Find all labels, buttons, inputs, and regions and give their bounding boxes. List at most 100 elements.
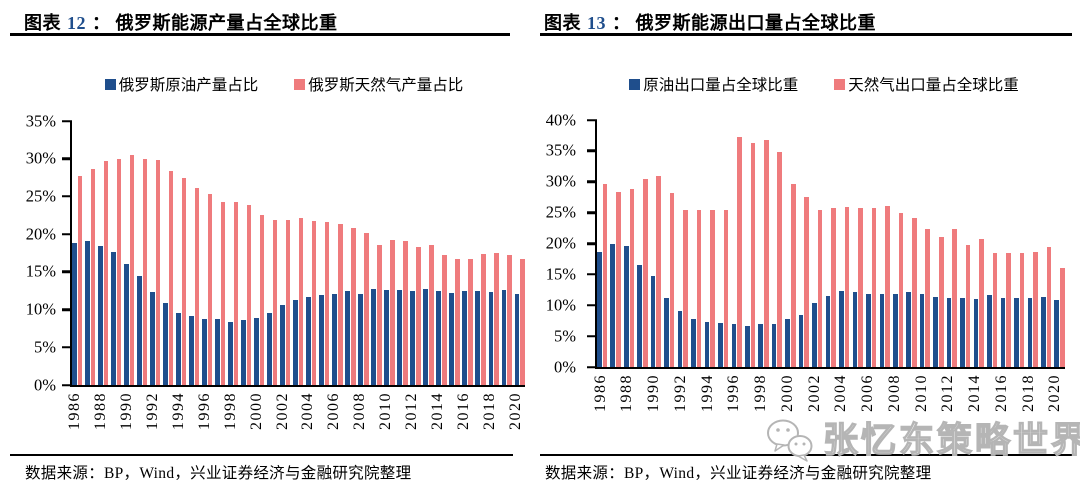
bar-group-2009	[906, 120, 917, 367]
y-tick-label-25: 25%	[25, 186, 56, 206]
gas-export-share-bar-2002	[817, 209, 823, 367]
y-tick-label-0: 0%	[34, 374, 56, 394]
y-tick-label-35: 35%	[25, 110, 56, 130]
gas-production-share-bar-2014	[442, 254, 447, 385]
x-tick-label-1990: 1990	[645, 374, 663, 412]
bar-group-2002	[812, 120, 823, 367]
oil-export-share-bar-2010	[919, 293, 925, 367]
bar-group-2019	[1040, 120, 1052, 367]
y-tick-mark	[587, 334, 597, 338]
oil-export-share-bar-1989	[637, 264, 642, 367]
bar-group-2005	[319, 121, 330, 385]
x-tick-label-2016: 2016	[454, 392, 472, 430]
oil-production-share-bar-2004	[306, 296, 311, 385]
oil-export-share-bar-1994	[704, 321, 710, 367]
plot-area	[62, 119, 525, 387]
oil-legend-swatch	[104, 78, 116, 90]
bar-group-1986	[597, 120, 608, 367]
y-tick-label-5: 5%	[554, 325, 576, 345]
data-source-caption: 数据来源：BP，Wind，兴业证券经济与金融研究院整理	[25, 465, 412, 482]
gas-export-share-bar-1994	[710, 210, 715, 367]
bar-group-2012	[410, 121, 421, 385]
gas-production-share-bar-1996	[207, 194, 213, 385]
figure-13-title: 图表 13 ： 俄罗斯能源出口量占全球比重	[544, 9, 876, 35]
legend-item-oil-production: 俄罗斯原油产量占比	[104, 73, 258, 95]
gas-export-share-bar-2003	[831, 207, 836, 367]
figure-number: 13	[587, 13, 606, 33]
oil-export-share-bar-1991	[664, 297, 669, 367]
y-tick-label-15: 15%	[545, 264, 576, 284]
y-tick-mark	[62, 157, 72, 160]
gas-export-share-bar-2010	[925, 229, 931, 367]
gas-export-share-bar-2000	[790, 184, 796, 367]
y-tick-mark	[587, 118, 597, 122]
legend-item-gas-export: 天然气出口量占全球比重	[834, 73, 1019, 95]
gas-production-share-bar-2007	[350, 228, 356, 385]
y-tick-mark	[62, 119, 72, 123]
oil-export-share-bar-2008	[892, 293, 898, 367]
bar-group-2015	[449, 121, 460, 385]
gas-production-share-bar-2017	[481, 253, 486, 385]
bar-group-1997	[744, 120, 756, 367]
x-tick-label-1994: 1994	[170, 392, 187, 430]
bar-group-1992	[150, 121, 161, 385]
y-tick-mark	[587, 149, 597, 153]
bar-group-2012	[946, 120, 957, 367]
gas-production-share-bar-1991	[142, 159, 148, 385]
bar-group-1989	[637, 120, 648, 367]
oil-export-share-bar-2000	[785, 318, 790, 367]
oil-export-share-bar-1996	[731, 324, 737, 367]
oil-production-share-bar-2008	[358, 293, 363, 385]
x-tick-label-1988: 1988	[92, 392, 110, 430]
data-source-caption: 数据来源：BP，Wind，兴业证券经济与金融研究院整理	[545, 465, 932, 482]
bar-group-2015	[987, 120, 998, 367]
oil-production-share-bar-2005	[319, 295, 324, 385]
y-tick-mark	[62, 195, 72, 198]
figure-12-panel: 图表 12 ： 俄罗斯能源产量占全球比重 俄罗斯原油产量占比 俄罗斯天然气产量占…	[0, 13, 540, 482]
bar-group-2000	[785, 120, 796, 367]
gas-legend-swatch	[294, 78, 306, 90]
gas-production-share-bar-2018	[494, 253, 499, 385]
oil-production-share-bar-2001	[267, 312, 272, 385]
figure-title-separator: ：	[612, 13, 631, 33]
x-tick-label-2012: 2012	[402, 392, 420, 430]
x-tick-label-1986: 1986	[66, 392, 84, 430]
production-share-chart: 0% 5% 10% 15% 20% 25% 30% 35% 1986 1988 1990 1992 1…	[0, 112, 540, 451]
gas-export-share-bar-1992	[683, 209, 688, 367]
gas-export-share-bar-1991	[669, 193, 675, 367]
y-tick-mark	[587, 273, 597, 276]
gas-export-share-bar-1990	[656, 176, 661, 367]
oil-production-share-bar-2018	[488, 292, 494, 385]
x-tick-label-2004: 2004	[299, 392, 317, 430]
bar-group-1998	[228, 121, 239, 385]
bar-group-1991	[664, 120, 675, 367]
figure-label: 图表	[544, 13, 581, 33]
bars	[72, 121, 525, 385]
bar-group-2010	[384, 121, 395, 385]
oil-export-share-bar-2013	[960, 297, 965, 367]
gas-production-share-bar-1988	[103, 160, 109, 385]
y-axis-labels: 0% 5% 10% 15% 20% 25% 30% 35% 40%	[540, 111, 578, 374]
oil-production-share-bar-1992	[150, 292, 155, 385]
gas-export-share-bar-1997	[750, 143, 756, 367]
oil-export-share-bar-2002	[812, 303, 817, 367]
bar-group-2001	[798, 120, 809, 367]
gas-export-share-bar-2009	[912, 217, 917, 367]
gas-export-share-bar-2014	[979, 239, 984, 367]
y-tick-label-40: 40%	[545, 109, 576, 129]
y-tick-label-20: 20%	[545, 233, 576, 253]
wechat-icon	[767, 419, 813, 462]
oil-export-share-bar-2009	[906, 291, 912, 367]
y-tick-label-25: 25%	[545, 202, 576, 222]
bar-group-2005	[852, 120, 863, 367]
oil-production-share-bar-2000	[254, 317, 259, 385]
gas-production-share-bar-2002	[285, 219, 291, 385]
gas-export-share-bar-2001	[804, 196, 809, 367]
oil-export-share-bar-2004	[839, 291, 844, 367]
oil-export-share-bar-1993	[691, 319, 696, 367]
bar-group-2006	[332, 121, 343, 385]
bar-group-2017	[1014, 120, 1025, 367]
bar-group-2002	[280, 121, 291, 385]
bar-group-2013	[960, 120, 971, 367]
y-tick-mark	[62, 383, 72, 387]
